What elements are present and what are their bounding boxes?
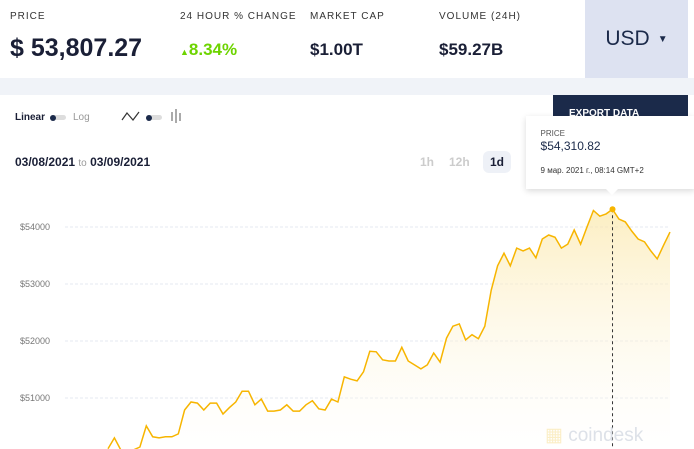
y-tick-label: $52000 (20, 336, 50, 346)
range-12h[interactable]: 12h (449, 155, 470, 169)
currency-symbol: $ (10, 34, 24, 62)
price-area (108, 209, 670, 449)
highlight-point (609, 206, 616, 213)
change-number: 8.34% (188, 40, 238, 59)
tooltip-caret (605, 189, 618, 195)
up-arrow-icon: ▲ (180, 47, 189, 57)
log-label: Log (73, 112, 90, 123)
tooltip-time: 9 мар. 2021 г., 08:14 GMT+2 (540, 166, 644, 175)
line-chart-icon[interactable] (121, 110, 141, 122)
coindesk-logo-icon: ▦ (545, 425, 563, 446)
scale-toggle[interactable] (50, 114, 66, 121)
price-tooltip: PRICE $54,310.82 9 мар. 2021 г., 08:14 G… (525, 116, 694, 195)
volume-value: $59.27B (439, 40, 504, 59)
toggle-knob (50, 114, 56, 121)
price-chart[interactable]: $54000 $53000 $52000 $51000 (0, 190, 694, 449)
divider-band (0, 78, 694, 95)
caret-down-icon: ▼ (657, 33, 668, 45)
chart-type-toggle[interactable] (146, 114, 162, 121)
mcap-value: $1.00T (310, 40, 363, 59)
date-to[interactable]: 03/09/2021 (90, 155, 151, 169)
coindesk-watermark: ▦ coindesk (545, 424, 643, 447)
date-to-word: to (78, 158, 87, 169)
y-tick-label: $53000 (20, 279, 50, 289)
candlestick-icon[interactable] (170, 109, 182, 123)
volume-label: VOLUME (24H) (439, 11, 522, 22)
price-line (107, 208, 671, 449)
price-value: $ 53,807.27 (10, 34, 142, 63)
date-from[interactable]: 03/08/2021 (15, 155, 76, 169)
range-1h[interactable]: 1h (420, 155, 435, 169)
range-1d[interactable]: 1d (483, 151, 512, 173)
toggle-knob (146, 114, 152, 121)
mcap-label: MARKET CAP (310, 11, 385, 22)
currency-select[interactable]: USD ▼ (585, 0, 688, 78)
change-value: ▲8.34% (180, 40, 237, 60)
watermark-text: coindesk (568, 425, 644, 446)
y-tick-label: $51000 (20, 393, 50, 403)
y-tick-label: $54000 (20, 222, 50, 232)
currency-value: USD (605, 27, 650, 50)
price-label: PRICE (10, 11, 46, 22)
tooltip-value: $54,310.82 (540, 139, 601, 153)
linear-label: Linear (15, 112, 46, 123)
price-number: 53,807.27 (30, 34, 143, 62)
change-label: 24 HOUR % CHANGE (180, 11, 297, 22)
export-label: EXPORT DATA (569, 108, 640, 119)
tooltip-label: PRICE (540, 129, 565, 138)
date-range[interactable]: 03/08/2021 to 03/09/2021 (15, 155, 150, 169)
